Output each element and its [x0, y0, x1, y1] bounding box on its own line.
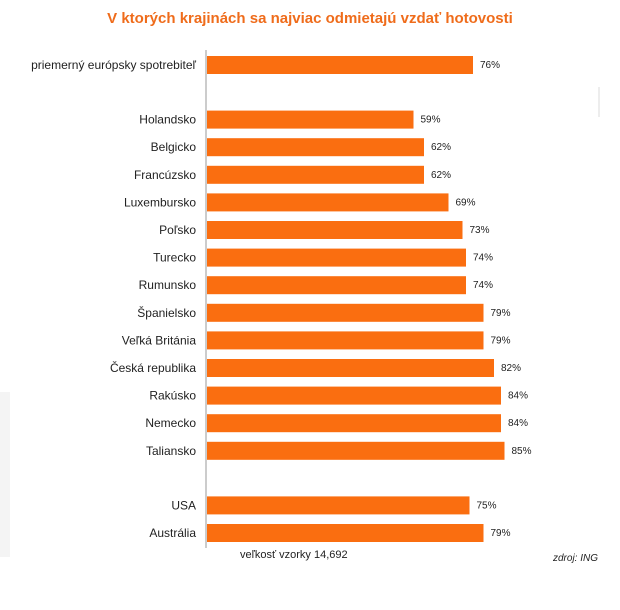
sample-size-label: veľkosť vzorky	[240, 549, 311, 561]
bar-14	[207, 496, 470, 515]
value-label-4: 69%	[456, 197, 476, 208]
value-label-7: 74%	[473, 280, 493, 291]
value-label-12: 84%	[508, 418, 528, 429]
bar-9	[207, 331, 484, 350]
category-label-8: Španielsko	[137, 305, 196, 320]
left-edge-shade	[0, 392, 10, 557]
bar-2	[207, 138, 424, 157]
bar-13	[207, 441, 505, 460]
category-label-12: Nemecko	[145, 416, 196, 430]
right-edge-mark	[598, 87, 600, 117]
bar-0	[207, 56, 473, 74]
source-note: zdroj: ING	[552, 553, 598, 564]
category-label-15: Austrália	[149, 526, 196, 540]
category-label-13: Taliansko	[146, 444, 196, 458]
bar-11	[207, 386, 501, 405]
bar-15	[207, 524, 484, 542]
value-label-11: 84%	[508, 391, 528, 402]
value-label-5: 73%	[470, 225, 490, 236]
bar-7	[207, 276, 466, 295]
category-label-10: Česká republika	[110, 360, 196, 375]
bar-12	[207, 414, 501, 433]
category-label-3: Francúzsko	[134, 168, 196, 182]
value-label-3: 62%	[431, 170, 451, 181]
value-label-6: 74%	[473, 253, 493, 264]
category-label-6: Turecko	[153, 251, 196, 265]
bar-5	[207, 221, 463, 239]
bar-8	[207, 303, 484, 322]
category-label-2: Belgicko	[151, 140, 197, 154]
category-label-7: Rumunsko	[139, 278, 197, 292]
value-label-1: 59%	[421, 115, 441, 126]
category-label-0: priemerný európsky spotrebiteľ	[31, 58, 196, 72]
category-label-1: Holandsko	[139, 113, 196, 127]
value-label-14: 75%	[477, 500, 497, 511]
value-label-0: 76%	[480, 60, 500, 71]
bar-3	[207, 165, 424, 184]
sample-size-value: 14,692	[313, 549, 348, 561]
value-label-15: 79%	[491, 528, 511, 539]
value-label-2: 62%	[431, 142, 451, 153]
value-label-13: 85%	[512, 446, 532, 457]
value-label-8: 79%	[491, 308, 511, 319]
value-label-9: 79%	[491, 335, 511, 346]
bar-1	[207, 110, 414, 129]
category-label-14: USA	[171, 498, 196, 512]
category-label-5: Poľsko	[159, 223, 196, 237]
value-label-10: 82%	[501, 363, 521, 374]
category-label-11: Rakúsko	[149, 389, 196, 403]
bar-6	[207, 248, 466, 267]
bar-10	[207, 359, 494, 377]
sample-size-note: veľkosť vzorky 14,692	[240, 549, 348, 561]
category-label-9: Veľká Británia	[122, 333, 197, 347]
chart-title: V ktorých krajinách sa najviac odmietajú…	[107, 10, 513, 27]
category-label-4: Luxembursko	[124, 195, 196, 209]
bar-4	[207, 193, 449, 212]
